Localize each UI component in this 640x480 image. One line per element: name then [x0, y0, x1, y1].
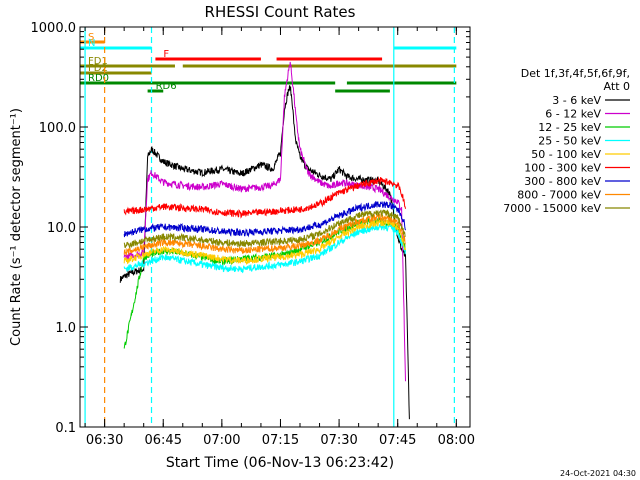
series-line [123, 200, 406, 238]
y-tick-label: 1.0 [55, 321, 76, 336]
series-line [123, 61, 406, 382]
x-tick-label: 07:00 [203, 433, 240, 448]
flag-label: FD1 [88, 56, 108, 67]
series-line [123, 209, 406, 249]
x-tick-label: 07:30 [320, 433, 357, 448]
legend-subheader: Att 0 [604, 80, 630, 93]
series-line [123, 176, 406, 219]
x-axis-label: Start Time (06-Nov-13 06:23:42) [166, 455, 394, 471]
x-axis: 06:30 06:45 07:00 07:15 07:30 07:45 08:00 [84, 27, 475, 448]
y-tick-label: 0.1 [55, 421, 76, 436]
x-tick-label: 07:45 [379, 433, 416, 448]
y-tick-label: 10.0 [47, 221, 76, 236]
series-line [119, 85, 410, 420]
legend-header: Det 1f,3f,4f,5f,6f,9f, [521, 67, 630, 80]
legend-entry-label: 300 - 800 keV [524, 175, 601, 188]
legend-entry-label: 12 - 25 keV [538, 121, 601, 134]
plot-frame [79, 26, 471, 428]
y-tick-label: 100.0 [39, 121, 76, 136]
legend-entry-label: 50 - 100 keV [531, 148, 601, 161]
flag-label: RD0 [88, 73, 109, 84]
series-line [123, 222, 406, 274]
flag-label: FD2 [88, 63, 108, 74]
x-tick-label: 08:00 [438, 433, 475, 448]
chart-title: RHESSI Count Rates [205, 3, 356, 21]
series-line [123, 212, 406, 256]
legend-entry-label: 6 - 12 keV [545, 108, 601, 121]
footer-date: 24-Oct-2021 04:30 [560, 469, 636, 478]
x-tick-label: 07:15 [262, 433, 299, 448]
legend-entry-label: 7000 - 15000 keV [503, 202, 601, 215]
flag-label: RD6 [156, 81, 177, 92]
flag-label: F [163, 49, 169, 60]
plot-series [119, 61, 410, 420]
legend-entry-label: 3 - 6 keV [552, 94, 601, 107]
x-tick-label: 06:45 [145, 433, 182, 448]
legend-entry-label: 25 - 50 keV [538, 135, 601, 148]
legend-entry-label: 100 - 300 keV [524, 162, 601, 175]
x-tick-label: 06:30 [86, 433, 123, 448]
y-axis: 0.1 1.0 10.0 100.0 1000.0 [31, 21, 470, 436]
legend-entry-label: 800 - 7000 keV [517, 189, 601, 202]
flag-label: S [88, 32, 94, 43]
flag-label: N [88, 38, 95, 49]
y-tick-label: 1000.0 [31, 21, 77, 36]
y-axis-label: Count Rate (s⁻¹ detector segment⁻¹) [9, 108, 24, 346]
